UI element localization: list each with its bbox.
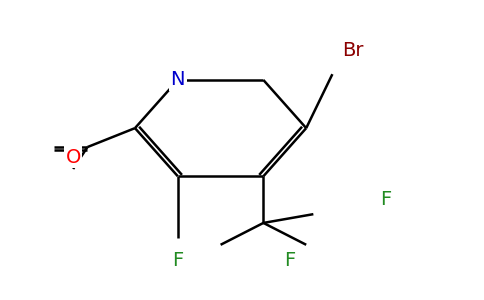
Text: Br: Br: [342, 41, 363, 60]
Text: N: N: [170, 70, 185, 89]
Text: F: F: [380, 190, 391, 209]
Text: F: F: [284, 251, 295, 270]
Text: O: O: [65, 148, 81, 167]
Text: F: F: [172, 251, 183, 270]
